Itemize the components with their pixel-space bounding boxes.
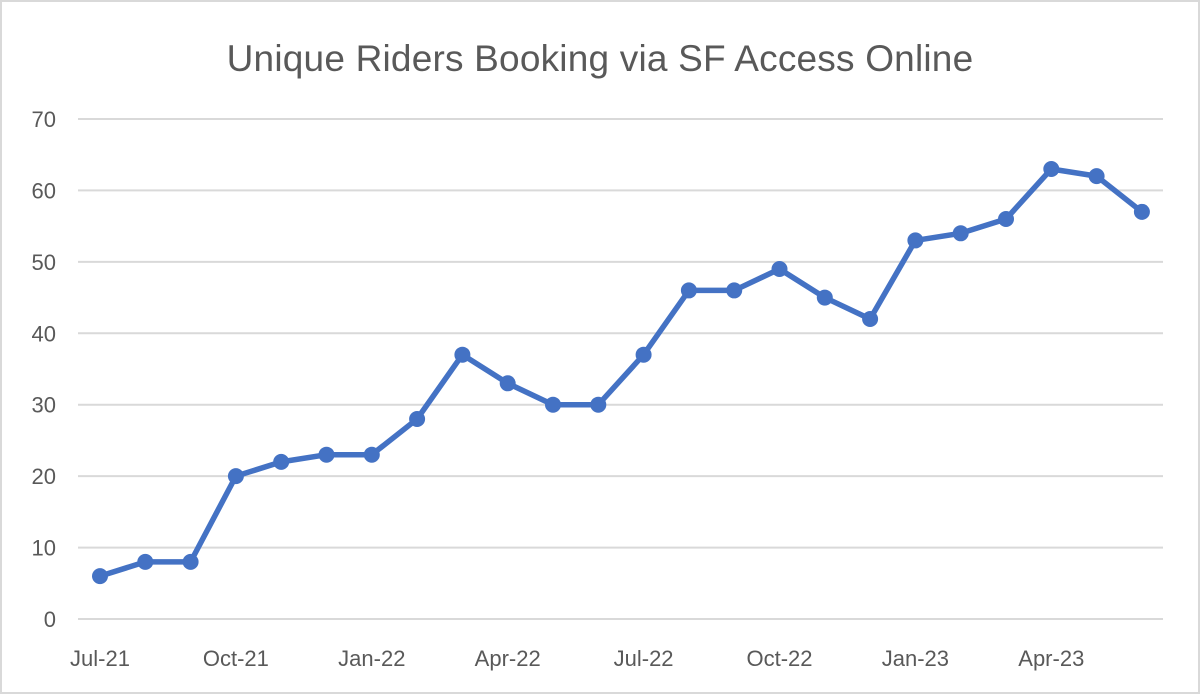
data-point-marker [1088,168,1105,185]
y-axis-ticks: 0 10 20 30 40 50 60 70 [32,107,56,632]
data-point-marker [726,282,743,299]
data-series [92,161,1150,585]
x-tick-label: Jan-23 [882,646,949,671]
series-line [97,166,1145,579]
data-point-marker [1133,203,1150,220]
data-point-marker [454,346,471,363]
data-point-marker [816,289,833,306]
data-point-marker [952,225,969,242]
chart-title: Unique Riders Booking via SF Access Onli… [226,38,974,79]
data-point-marker [771,261,788,277]
x-tick-label: Jul-22 [614,646,674,671]
data-point-marker [92,568,108,585]
x-tick-label: Apr-23 [1018,646,1084,671]
data-point-marker [635,346,652,363]
data-point-marker [137,553,154,570]
data-point-marker [998,211,1014,227]
data-point-marker [273,453,290,470]
y-tick-label: 70 [32,107,56,132]
data-point-marker [862,311,879,327]
x-tick-label: Oct-22 [746,646,812,671]
data-point-marker [227,468,244,485]
x-tick-label: Oct-21 [203,646,269,671]
x-axis-ticks: Jul-21 Oct-21 Jan-22 Apr-22 Jul-22 Oct-22 Jan-… [70,646,1084,671]
data-point-marker [182,553,199,570]
gridlines [78,118,1163,620]
y-tick-label: 0 [44,607,56,632]
y-tick-label: 40 [32,321,56,346]
data-point-marker [363,446,380,463]
data-point-marker [409,411,426,427]
data-point-marker [590,396,607,413]
y-tick-label: 10 [32,536,56,561]
x-tick-label: Jan-22 [338,646,405,671]
x-tick-label: Apr-22 [475,646,541,671]
data-point-marker [318,446,335,463]
y-tick-label: 20 [32,464,56,489]
data-point-marker [1043,161,1060,177]
y-tick-label: 60 [32,178,56,203]
data-point-marker [680,282,697,299]
y-tick-label: 30 [32,393,56,418]
x-tick-label: Jul-21 [70,646,130,671]
data-point-marker [907,232,924,249]
data-point-marker [545,396,561,413]
data-point-marker [499,375,516,392]
y-tick-label: 50 [32,250,56,275]
